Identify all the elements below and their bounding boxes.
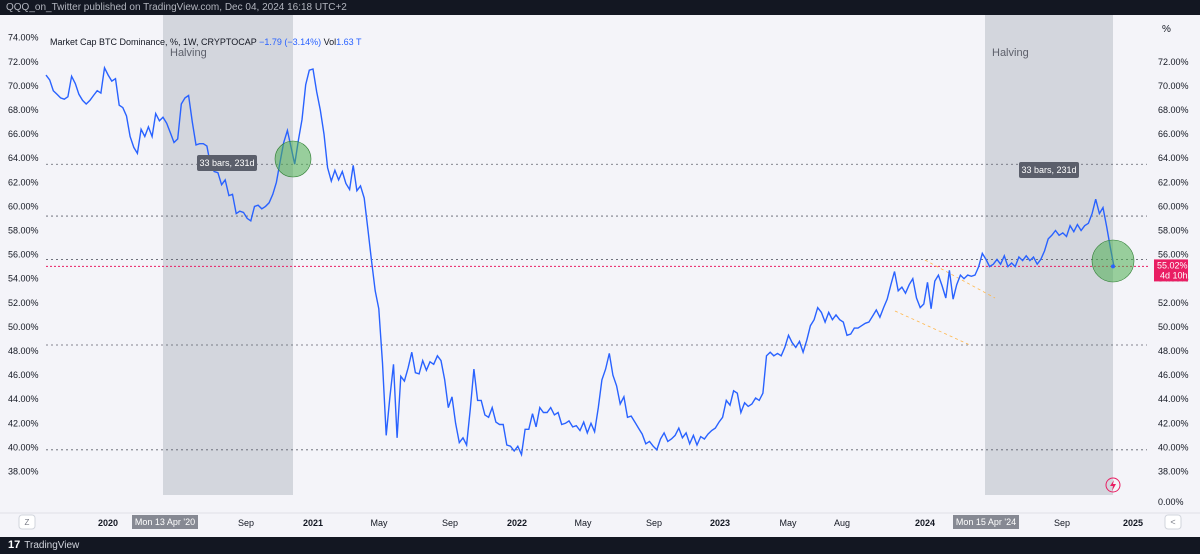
left-tick-label: 60.00% <box>8 201 39 211</box>
right-tick-label: 42.00% <box>1158 418 1189 428</box>
x-tick-label: Aug <box>834 518 850 528</box>
left-tick-label: 46.00% <box>8 370 39 380</box>
x-tick-label: 2024 <box>915 518 935 528</box>
chart-svg: Halving Halving 33 bars, 231d 33 bars, 231… <box>0 15 1200 537</box>
right-tick-label: 48.00% <box>1158 346 1189 356</box>
last-price-countdown: 4d 10h <box>1160 270 1188 280</box>
halving-date-label-1: Mon 13 Apr '20 <box>135 517 195 527</box>
right-tick-label: 60.00% <box>1158 201 1189 211</box>
right-tick-label: 56.00% <box>1158 250 1189 260</box>
x-tick-label: 2022 <box>507 518 527 528</box>
measure-label-1: 33 bars, 231d <box>199 158 254 168</box>
legend-vol-value: 1.63 T <box>336 37 362 47</box>
measure-box-1 <box>197 155 257 171</box>
left-tick-label: 68.00% <box>8 105 39 115</box>
legend-change: −1.79 (−3.14%) <box>259 37 322 47</box>
footer-bar: 17 TradingView <box>0 537 1200 554</box>
zoom-reset-label[interactable]: Z <box>25 518 30 527</box>
halving-label-2: Halving <box>992 47 1029 59</box>
last-price-badge <box>1154 259 1188 282</box>
right-axis-unit: % <box>1162 24 1171 35</box>
lightning-bolt-icon <box>1110 480 1116 491</box>
left-tick-label: 56.00% <box>8 250 39 260</box>
measure-box-2 <box>1019 162 1079 178</box>
highlight-circle-2 <box>1091 239 1135 283</box>
right-tick-label: 58.00% <box>1158 226 1189 236</box>
zoom-reset-button[interactable] <box>18 514 36 530</box>
halving-date-badge-1 <box>132 515 198 529</box>
left-tick-label: 58.00% <box>8 226 39 236</box>
right-tick-label: 70.00% <box>1158 81 1189 91</box>
x-tick-label: Sep <box>238 518 254 528</box>
x-tick-label: 2025 <box>1123 518 1143 528</box>
left-tick-label: 40.00% <box>8 442 39 452</box>
chart-legend: Market Cap BTC Dominance, %, 1W, CRYPTOC… <box>50 37 362 47</box>
halving-date-label-2: Mon 15 Apr '24 <box>956 517 1016 527</box>
x-tick-label: Sep <box>1054 518 1070 528</box>
lightning-icon[interactable] <box>1105 477 1121 493</box>
chart-area[interactable]: Halving Halving 33 bars, 231d 33 bars, 231… <box>0 15 1200 537</box>
right-tick-label: 68.00% <box>1158 105 1189 115</box>
halving-date-badge-2 <box>953 515 1019 529</box>
measure-label-2: 33 bars, 231d <box>1021 165 1076 175</box>
right-tick-label: 66.00% <box>1158 129 1189 139</box>
right-tick-label: 72.00% <box>1158 57 1189 67</box>
halving-zone-1 <box>163 15 293 495</box>
publish-info: QQQ_on_Twitter published on TradingView.… <box>6 2 347 13</box>
left-tick-label: 54.00% <box>8 274 39 284</box>
left-tick-label: 38.00% <box>8 467 39 477</box>
left-tick-label: 62.00% <box>8 177 39 187</box>
trend-dash-2 <box>924 259 996 299</box>
x-tick-label: 2023 <box>710 518 730 528</box>
left-tick-label: 64.00% <box>8 153 39 163</box>
x-tick-label: 2021 <box>303 518 323 528</box>
left-tick-label: 66.00% <box>8 129 39 139</box>
highlight-circle-1 <box>274 140 312 178</box>
trend-dash-1 <box>894 310 971 346</box>
legend-title: Market Cap BTC Dominance, %, 1W, CRYPTOC… <box>50 37 257 47</box>
right-tick-label: 62.00% <box>1158 177 1189 187</box>
right-tick-label: 46.00% <box>1158 370 1189 380</box>
x-tick-label: May <box>574 518 592 528</box>
x-tick-label: Sep <box>442 518 458 528</box>
right-tick-label: 40.00% <box>1158 442 1189 452</box>
x-tick-label: May <box>779 518 797 528</box>
left-tick-label: 44.00% <box>8 394 39 404</box>
left-tick-label: 52.00% <box>8 298 39 308</box>
right-tick-label: 44.00% <box>1158 394 1189 404</box>
right-tick-label: 64.00% <box>1158 153 1189 163</box>
tradingview-brand: TradingView <box>24 540 80 551</box>
nav-button[interactable] <box>1164 514 1182 530</box>
tradingview-logo[interactable]: 17 TradingView <box>8 537 79 554</box>
right-tick-label: 52.00% <box>1158 298 1189 308</box>
last-point-marker <box>1111 264 1115 269</box>
right-tick-label: 0.00% <box>1158 497 1184 507</box>
right-tick-label: 50.00% <box>1158 322 1189 332</box>
left-tick-label: 48.00% <box>8 346 39 356</box>
series-line-btc-dominance <box>45 65 1115 458</box>
x-tick-label: 2020 <box>98 518 118 528</box>
left-tick-label: 42.00% <box>8 418 39 428</box>
left-tick-label: 72.00% <box>8 57 39 67</box>
x-tick-label: Sep <box>646 518 662 528</box>
nav-button-label[interactable]: < <box>1170 517 1175 527</box>
left-tick-label: 70.00% <box>8 81 39 91</box>
last-price-value: 55.02% <box>1157 260 1188 270</box>
halving-zone-2 <box>985 15 1113 495</box>
left-tick-label: 50.00% <box>8 322 39 332</box>
left-tick-label: 74.00% <box>8 33 39 43</box>
publish-header: QQQ_on_Twitter published on TradingView.… <box>0 0 1200 15</box>
x-tick-label: May <box>370 518 388 528</box>
halving-label-1: Halving <box>170 47 207 59</box>
legend-vol-label: Vol <box>323 37 337 47</box>
right-tick-label: 38.00% <box>1158 467 1189 477</box>
tradingview-logo-icon: 17 <box>8 539 21 551</box>
